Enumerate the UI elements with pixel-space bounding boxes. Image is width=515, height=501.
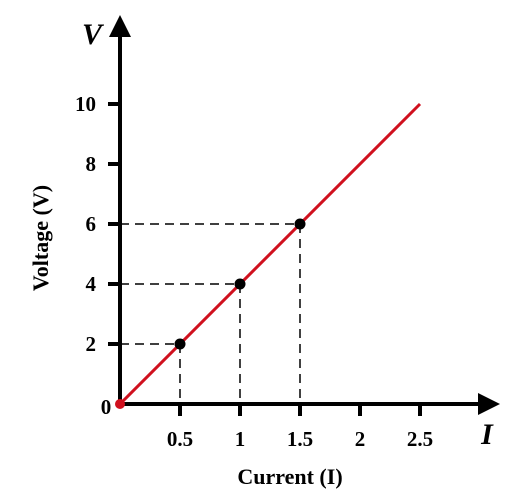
x-tick-label-1.5: 1.5 <box>287 427 313 451</box>
y-axis-symbol: V <box>82 18 105 51</box>
data-points <box>115 218 306 409</box>
origin-point <box>115 399 125 409</box>
y-axis-arrow <box>109 15 131 37</box>
y-axis-title: Voltage (V) <box>28 185 53 291</box>
x-axis-title: Current (I) <box>237 464 342 489</box>
x-tick-label-2.5: 2.5 <box>407 427 433 451</box>
origin-label: 0 <box>101 395 112 419</box>
data-point-2 <box>234 278 246 290</box>
y-tick-label-10: 10 <box>75 92 96 116</box>
x-axis-symbol: I <box>480 418 494 451</box>
guide-lines <box>120 223 301 404</box>
x-tick-label-1: 1 <box>235 427 246 451</box>
x-tick-label-0.5: 0.5 <box>167 427 193 451</box>
y-tick-label-2: 2 <box>86 332 97 356</box>
axes <box>108 15 500 416</box>
series-lines <box>118 102 422 406</box>
x-axis-arrow <box>478 393 500 415</box>
data-point-1 <box>174 338 186 350</box>
y-tick-label-4: 4 <box>86 272 97 296</box>
axis-labels: 0 Current (I) Voltage (V) I V 0.5 1 1.5 2 2.… <box>28 18 494 489</box>
y-tick-label-8: 8 <box>86 152 97 176</box>
y-tick-label-6: 6 <box>86 212 97 236</box>
series-line-1 <box>118 102 422 406</box>
data-point-3 <box>294 218 306 230</box>
x-tick-label-2: 2 <box>355 427 366 451</box>
